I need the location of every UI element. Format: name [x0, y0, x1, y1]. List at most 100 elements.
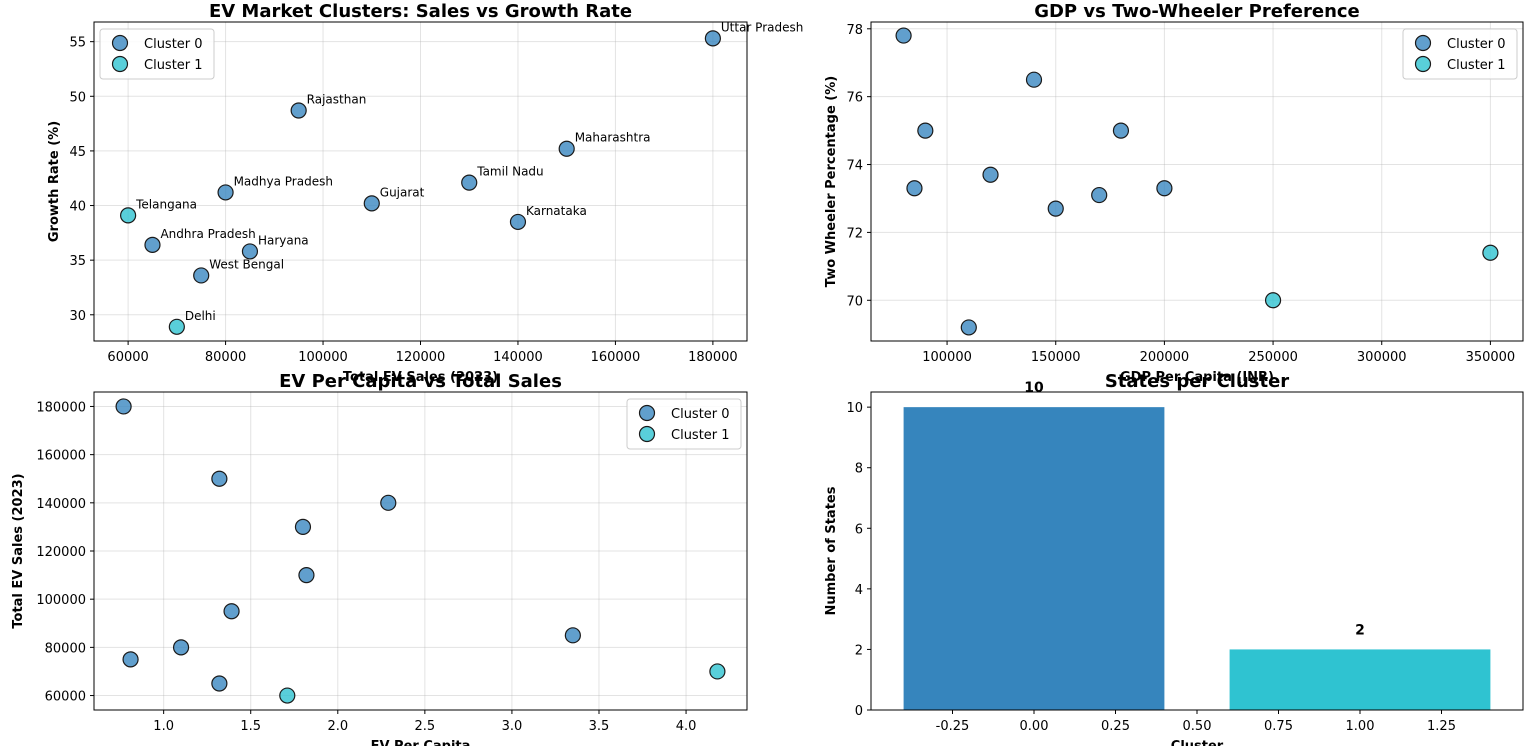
bar-value-label: 10 [1024, 380, 1044, 396]
point-annotation: Rajasthan [307, 92, 367, 106]
y-tick-label: 120000 [36, 545, 86, 560]
x-tick-label: 60000 [107, 350, 148, 365]
point-cluster-1 [1482, 244, 1499, 261]
bar-cluster-1 [1229, 649, 1491, 710]
x-tick-label: 1.0 [153, 719, 174, 734]
point-cluster-0 [1025, 71, 1043, 88]
point-annotation: Madhya Pradesh [234, 174, 333, 188]
x-tick-label: 3.5 [589, 719, 610, 734]
y-tick-label: 70 [846, 294, 863, 309]
x-tick-label: 0.00 [1020, 719, 1049, 734]
bar-cluster-0 [903, 407, 1165, 710]
y-tick-label: 80000 [45, 641, 86, 656]
y-tick-label: 45 [69, 145, 86, 160]
y-tick-label: 76 [846, 91, 863, 106]
y-tick-label: 40 [69, 200, 86, 215]
point-cluster-0 [917, 122, 934, 139]
point-annotation: Tamil Nadu [476, 165, 543, 179]
y-tick-label: 50 [69, 90, 86, 105]
legend-marker-cluster-0 [1414, 34, 1432, 52]
point-cluster-0 [217, 184, 234, 201]
chart-2: 100000 150000 200000 250000 300000 350000 70 72… [824, 1, 1524, 385]
point-cluster-0 [241, 243, 259, 260]
y-tick-label: 180000 [36, 400, 86, 415]
legend-marker-cluster-1 [638, 425, 656, 443]
point-annotation: Haryana [258, 233, 309, 247]
y-tick-label: 10 [846, 401, 863, 416]
point-cluster-0 [172, 639, 190, 656]
x-tick-label: 1.5 [240, 719, 261, 734]
legend-label: Cluster 1 [144, 58, 203, 73]
point-cluster-0 [363, 195, 380, 212]
legend-label: Cluster 0 [1447, 37, 1506, 52]
x-tick-label: 0.50 [1183, 719, 1212, 734]
point-cluster-0 [558, 140, 575, 157]
y-tick-label: 8 [855, 462, 863, 477]
y-tick-label: 140000 [36, 497, 86, 512]
y-tick-label: 72 [846, 226, 863, 241]
x-axis-label: EV Per Capita [371, 739, 471, 746]
point-annotation: Andhra Pradesh [160, 227, 255, 241]
legend: Cluster 0 Cluster 1 [99, 28, 215, 80]
x-tick-label: -0.25 [936, 719, 970, 734]
y-axis-label: Growth Rate (%) [47, 121, 62, 242]
point-cluster-0 [461, 174, 478, 191]
x-tick-label: 100000 [922, 350, 972, 365]
point-cluster-0 [982, 166, 999, 183]
point-cluster-0 [294, 518, 312, 536]
point-cluster-0 [509, 213, 527, 231]
chart-title: States per Cluster [1105, 371, 1289, 392]
legend-label: Cluster 1 [671, 428, 730, 443]
point-cluster-0 [223, 603, 240, 620]
point-annotation: Gujarat [380, 185, 425, 199]
x-tick-label: 250000 [1248, 350, 1298, 365]
point-cluster-0 [1156, 180, 1173, 197]
y-tick-label: 160000 [36, 449, 86, 464]
point-cluster-1 [1264, 292, 1282, 309]
y-axis-label: Number of States [824, 486, 839, 615]
x-tick-label: 0.75 [1264, 719, 1293, 734]
point-annotation: Karnataka [526, 204, 587, 218]
x-tick-label: 160000 [591, 350, 641, 365]
point-cluster-0 [1091, 186, 1108, 204]
chart-title: EV Per Capita vs Total Sales [279, 371, 562, 392]
point-cluster-0 [144, 236, 161, 253]
legend-marker-cluster-1 [1414, 55, 1432, 73]
x-tick-label: 100000 [298, 350, 348, 365]
x-axis-label: Cluster [1171, 739, 1224, 746]
legend-marker-cluster-0 [638, 404, 656, 422]
x-tick-label: 3.0 [502, 719, 523, 734]
y-tick-label: 60000 [45, 690, 86, 705]
chart-title: EV Market Clusters: Sales vs Growth Rate [209, 1, 632, 22]
legend-box [1402, 28, 1518, 80]
legend-marker-cluster-0 [111, 34, 129, 52]
chart-title: GDP vs Two-Wheeler Preference [1034, 1, 1360, 22]
point-cluster-0 [122, 651, 139, 668]
legend: Cluster 0 Cluster 1 [1402, 28, 1518, 80]
point-cluster-1 [709, 663, 726, 680]
y-tick-label: 78 [846, 23, 863, 38]
y-tick-label: 100000 [36, 593, 86, 608]
bar-value-label: 2 [1355, 622, 1365, 638]
legend-label: Cluster 0 [144, 37, 203, 52]
point-cluster-0 [290, 102, 307, 119]
x-tick-label: 350000 [1466, 350, 1516, 365]
legend-marker-cluster-1 [111, 55, 129, 73]
point-annotation: Uttar Pradesh [721, 20, 803, 34]
point-cluster-0 [193, 267, 210, 284]
point-annotation: Maharashtra [575, 131, 651, 145]
point-cluster-0 [1112, 122, 1130, 139]
point-cluster-0 [298, 566, 315, 584]
point-cluster-0 [211, 470, 228, 487]
chart-1: Uttar Pradesh Maharashtra Karnataka Tamil N… [47, 1, 803, 385]
point-cluster-0 [115, 398, 132, 415]
y-tick-label: 35 [69, 254, 86, 269]
point-cluster-0 [211, 675, 228, 692]
point-cluster-0 [564, 627, 581, 644]
point-cluster-1 [120, 207, 137, 224]
x-tick-label: 0.25 [1101, 719, 1130, 734]
x-tick-label: 2.5 [415, 719, 436, 734]
x-tick-label: 150000 [1031, 350, 1081, 365]
point-cluster-0 [704, 30, 721, 47]
x-tick-label: 120000 [396, 350, 446, 365]
